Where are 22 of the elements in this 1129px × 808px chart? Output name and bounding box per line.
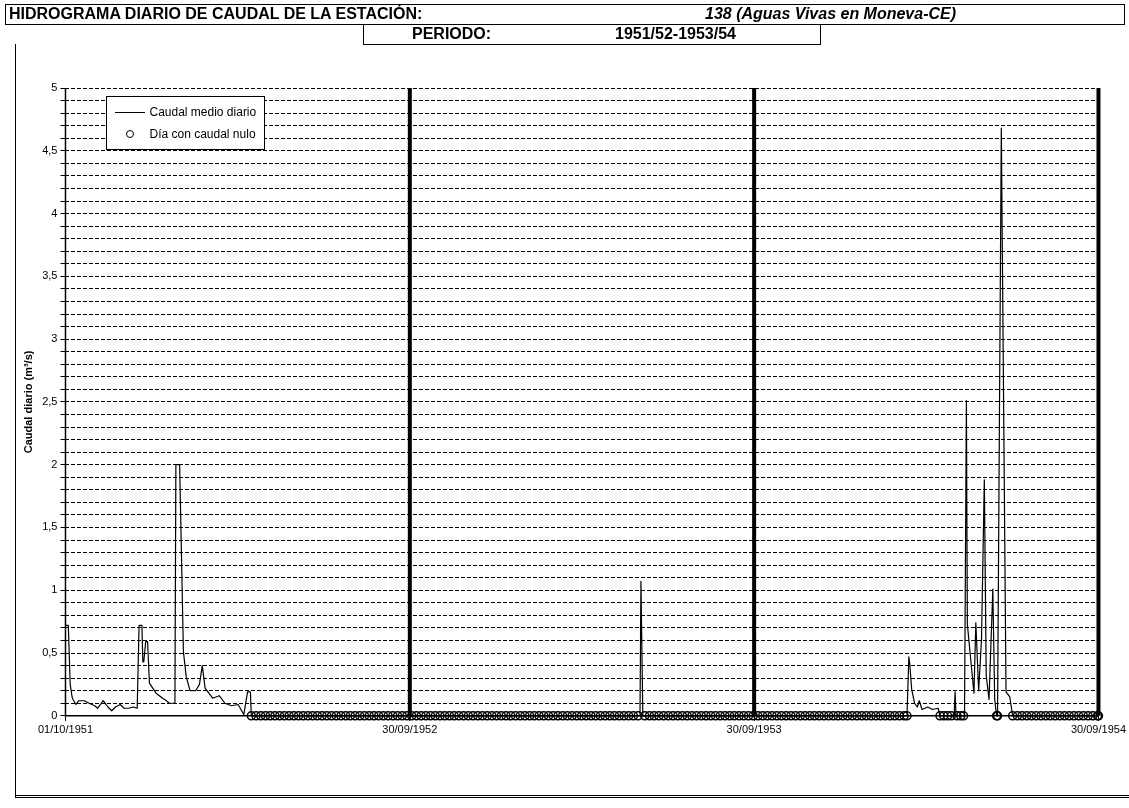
legend-label: Caudal medio diario xyxy=(149,105,257,119)
chart-subtitle: 138 (Aguas Vivas en Moneva-CE) xyxy=(705,5,957,23)
y-tick-label: 2,5 xyxy=(42,394,58,407)
text: 1951/52-1953/54 xyxy=(615,25,736,43)
y-tick-label: 0,5 xyxy=(42,646,58,659)
y-tick-label: 0 xyxy=(51,708,58,721)
legend-label: Día con caudal nulo xyxy=(149,127,256,141)
y-axis-title: Caudal diario (m³/s) xyxy=(21,350,34,454)
text: PERIODO: xyxy=(412,25,492,43)
y-tick-label: 3 xyxy=(51,332,58,345)
chart-title: HIDROGRAMA DIARIO DE CAUDAL DE LA ESTACIÓN: xyxy=(9,5,423,23)
x-tick-label: 30/09/1953 xyxy=(726,723,782,736)
y-tick-label: 5 xyxy=(51,81,58,94)
y-tick-label: 1 xyxy=(51,583,58,596)
x-tick-label: 01/10/1951 xyxy=(37,723,94,736)
x-tick-label: 30/09/1954 xyxy=(1070,723,1126,736)
x-tick-label: 30/09/1952 xyxy=(382,723,438,736)
y-tick-label: 4,5 xyxy=(42,143,58,156)
y-tick-label: 2 xyxy=(51,457,58,470)
y-tick-label: 1,5 xyxy=(42,520,58,533)
y-tick-label: 4 xyxy=(51,206,58,219)
y-tick-label: 3,5 xyxy=(42,269,58,282)
